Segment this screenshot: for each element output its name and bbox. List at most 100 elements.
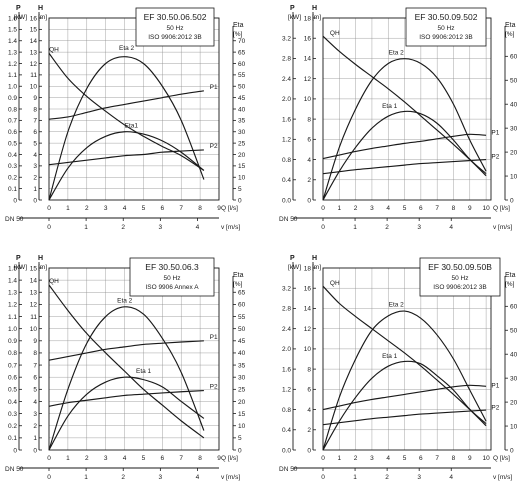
curve-qh <box>48 284 205 439</box>
eta-tick-label: 60 <box>510 54 518 61</box>
q-tick-label: 9 <box>217 455 221 462</box>
pump-model-title: EF 30.50.09.502 <box>415 12 478 22</box>
eta-tick-label: 35 <box>238 118 246 125</box>
velocity-tick-label: 1 <box>84 224 88 231</box>
head-tick-label: 12 <box>304 326 312 333</box>
power-tick-label: 0.7 <box>8 362 17 369</box>
head-tick-label: 8 <box>33 350 37 357</box>
eta-axis-unit: [%] <box>233 31 243 38</box>
velocity-axis-unit: v [m/s] <box>493 474 512 481</box>
eta-tick-label: 50 <box>238 84 246 91</box>
head-tick-label: 2 <box>307 427 311 434</box>
power-axis-title: P <box>16 5 21 12</box>
eta-tick-label: 30 <box>238 375 246 382</box>
power-axis-title: P <box>290 5 295 12</box>
q-tick-label: 4 <box>386 455 390 462</box>
velocity-tick-label: 0 <box>47 224 51 231</box>
q-tick-label: 1 <box>337 455 341 462</box>
velocity-tick-label: 3 <box>159 474 163 481</box>
power-tick-label: 1.6 <box>282 366 291 373</box>
head-tick-label: 14 <box>30 38 38 45</box>
power-tick-label: 1.5 <box>8 265 17 272</box>
power-tick-label: 0.1 <box>8 186 17 193</box>
eta-tick-label: 65 <box>238 290 246 297</box>
curve-eta-2 <box>322 310 487 451</box>
q-axis-unit: Q [l/s] <box>493 205 510 212</box>
q-tick-label: 6 <box>161 455 165 462</box>
eta-axis-unit: [%] <box>505 281 515 288</box>
pump-frequency: 50 Hz <box>167 25 184 32</box>
q-tick-label: 2 <box>354 455 358 462</box>
head-tick-label: 3 <box>33 411 37 418</box>
q-tick-label: 1 <box>66 205 70 212</box>
power-tick-label: 1.1 <box>8 314 17 321</box>
power-tick-label: 0.4 <box>8 399 17 406</box>
pump-info-box: EF 30.50.06.502 50 Hz ISO 9906:2012 3B <box>135 7 215 47</box>
eta-tick-label: 60 <box>238 61 246 68</box>
pump-norm: ISO 9906 Annex A <box>145 284 199 291</box>
eta-tick-label: 10 <box>238 175 246 182</box>
power-axis-title: P <box>290 255 295 262</box>
q-tick-label: 4 <box>123 205 127 212</box>
power-tick-label: 0.5 <box>8 387 17 394</box>
power-tick-label: 2.4 <box>282 76 291 83</box>
curve-qh <box>322 285 487 427</box>
eta-tick-label: 10 <box>510 423 518 430</box>
head-tick-label: 0 <box>307 197 311 204</box>
eta-tick-label: 60 <box>510 304 518 311</box>
curve-label: P2 <box>491 405 499 412</box>
velocity-tick-label: 4 <box>196 224 200 231</box>
velocity-axis-unit: v [m/s] <box>221 224 240 231</box>
curve-p2 <box>48 389 204 407</box>
curve-label: Eta 2 <box>389 49 405 56</box>
curve-p1 <box>322 384 487 411</box>
pump-chart-2: P [kW] H [m] Eta [%] 0.0 0.4 0.8 1.2 1.6 2.0 2.4 2.8 3… <box>279 5 518 231</box>
curve-eta1 <box>48 131 205 201</box>
eta-tick-label: 55 <box>238 314 246 321</box>
eta-tick-label: 40 <box>238 350 246 357</box>
head-tick-label: 6 <box>33 129 37 136</box>
pump-frequency: 50 Hz <box>438 25 455 32</box>
q-tick-label: 6 <box>419 455 423 462</box>
power-tick-label: 1.2 <box>8 302 17 309</box>
pump-info-frame <box>129 257 215 297</box>
head-tick-label: 12 <box>30 61 38 68</box>
head-tick-label: 0 <box>307 447 311 454</box>
power-tick-label: 0.2 <box>8 175 17 182</box>
pump-norm: ISO 9906:2012 3B <box>148 34 202 41</box>
velocity-axis-unit: v [m/s] <box>493 224 512 231</box>
q-tick-label: 0 <box>321 455 325 462</box>
q-tick-label: 8 <box>452 205 456 212</box>
head-tick-label: 12 <box>304 76 312 83</box>
velocity-tick-label: 1 <box>353 474 357 481</box>
eta-tick-label: 60 <box>238 302 246 309</box>
eta-tick-label: 20 <box>238 152 246 159</box>
power-tick-label: 0.8 <box>282 157 291 164</box>
power-tick-label: 1.4 <box>8 38 17 45</box>
curve-label: Eta 1 <box>382 103 398 110</box>
power-axis-unit: [kW] <box>288 14 301 21</box>
power-axis-unit: [kW] <box>288 264 301 271</box>
power-tick-label: 0.8 <box>8 106 17 113</box>
head-axis-title: H <box>38 255 43 262</box>
velocity-tick-label: 0 <box>47 474 51 481</box>
head-tick-label: 4 <box>33 399 37 406</box>
eta-tick-label: 55 <box>238 72 246 79</box>
eta-tick-label: 5 <box>238 435 242 442</box>
head-axis-title: H <box>312 255 317 262</box>
curve-label: QH <box>49 278 59 285</box>
eta-tick-label: 10 <box>510 173 518 180</box>
q-tick-label: 2 <box>85 205 89 212</box>
curve-label: QH <box>49 46 59 53</box>
q-tick-label: 5 <box>403 205 407 212</box>
pump-chart-1: P [kW] H [m] Eta [%] 0 0.1 0.2 0.3 0.4 0.5 0.6 0.7 0.8… <box>5 5 246 231</box>
curve-p1 <box>48 90 204 120</box>
head-tick-label: 12 <box>30 302 38 309</box>
q-tick-label: 8 <box>452 455 456 462</box>
eta-tick-label: 5 <box>238 186 242 193</box>
power-tick-label: 1.2 <box>282 387 291 394</box>
curve-label: P1 <box>210 334 218 341</box>
velocity-tick-label: 2 <box>121 474 125 481</box>
head-tick-label: 2 <box>33 175 37 182</box>
head-tick-label: 14 <box>304 306 312 313</box>
